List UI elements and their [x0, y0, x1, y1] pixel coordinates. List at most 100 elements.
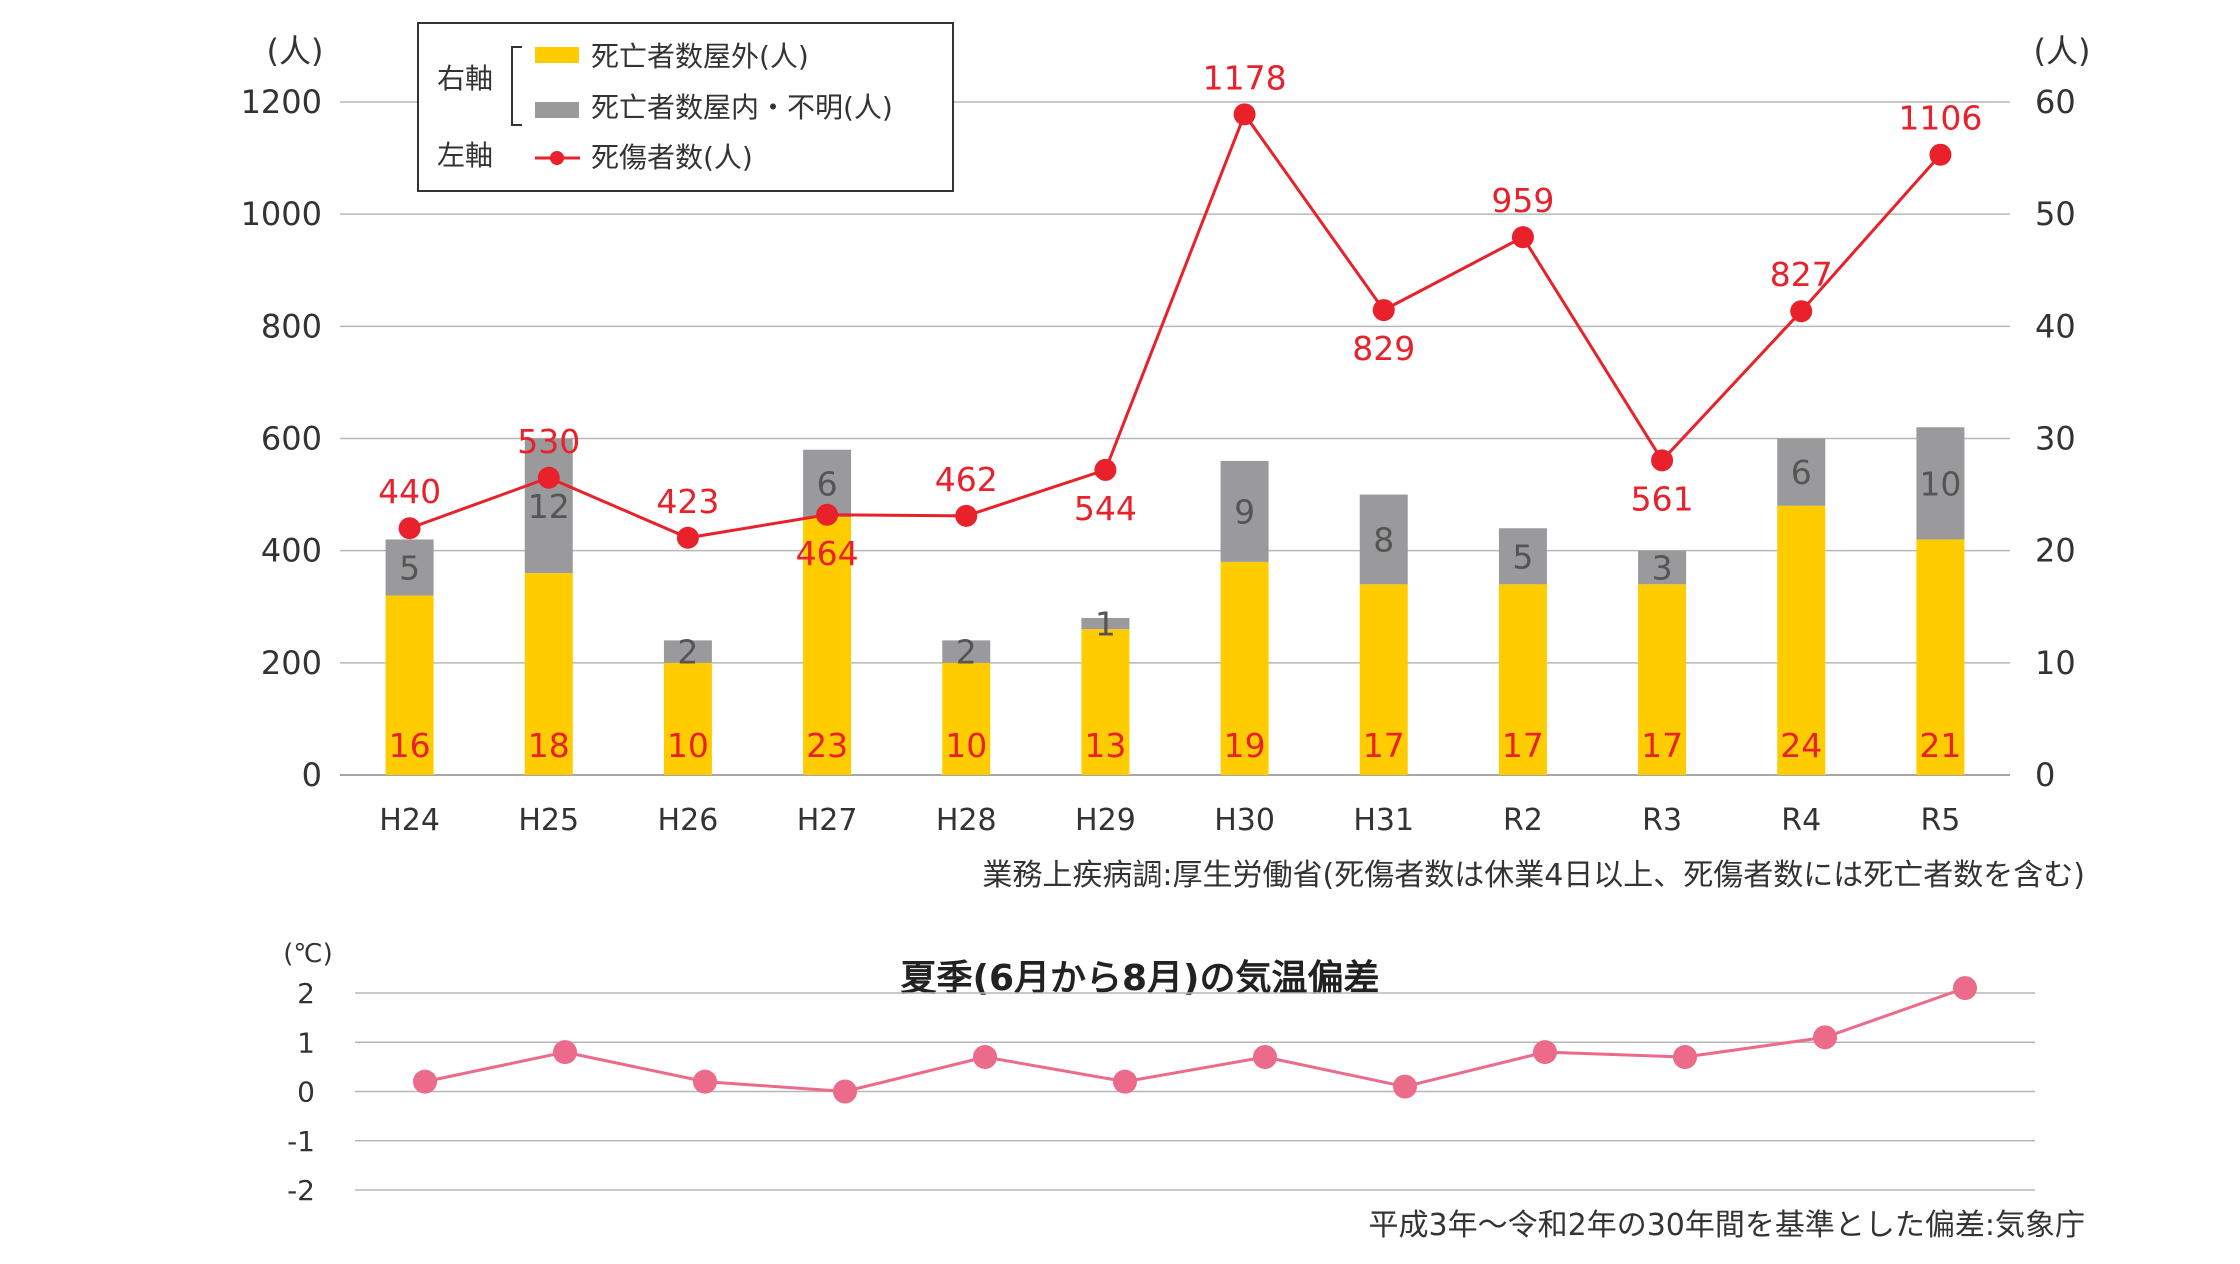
left-tick-label: 1000: [241, 195, 322, 233]
temperature-point: [413, 1069, 437, 1094]
x-tick-label: R3: [1642, 803, 1682, 838]
right-tick-label: 20: [2035, 532, 2076, 570]
bar-outdoor-deaths: [1081, 629, 1130, 775]
bar-outdoor-value-label: 23: [806, 726, 848, 765]
legend-text-indoor: 死亡者数屋内・不明(人): [591, 91, 893, 124]
x-tick-label: R4: [1781, 803, 1821, 838]
legend-bracket: [511, 46, 522, 126]
right-axis-unit: (人): [2034, 32, 2091, 70]
bar-outdoor-value-label: 13: [1084, 726, 1126, 765]
right-tick-label: 10: [2035, 644, 2076, 682]
legend-swatch-outdoor: [535, 47, 579, 63]
temperature-point: [833, 1079, 857, 1104]
casualties-point: [398, 517, 421, 540]
bar-indoor-unknown-deaths: [385, 539, 434, 596]
bar-indoor-unknown-deaths: [1220, 460, 1269, 562]
bar-outdoor-value-label: 19: [1224, 726, 1266, 765]
legend-left-axis-label: 左軸: [437, 139, 493, 172]
bar-outdoor-value-label: 17: [1641, 726, 1683, 765]
bar-outdoor-deaths: [1220, 561, 1269, 775]
legend-frame: [417, 22, 954, 192]
left-tick-label: 200: [261, 644, 322, 682]
x-tick-label: H28: [936, 803, 997, 838]
casualties-point: [1233, 103, 1256, 126]
bar-indoor-unknown-deaths: [1498, 528, 1547, 585]
bar-indoor-value-label: 5: [399, 548, 420, 587]
right-tick-label: 30: [2035, 420, 2076, 458]
bar-outdoor-value-label: 16: [389, 726, 431, 765]
source-note-temperature: 平成3年～令和2年の30年間を基準とした偏差:気象庁: [1369, 1208, 2085, 1243]
temperature-point: [1953, 976, 1977, 1001]
casualties-point: [1511, 226, 1534, 249]
casualties-value-label: 829: [1352, 329, 1415, 368]
casualties-point: [1372, 299, 1395, 322]
temperature-gridlines: [355, 992, 2035, 1191]
casualties-value-label: 544: [1074, 489, 1137, 528]
right-tick-label: 50: [2035, 195, 2076, 233]
casualties-point: [676, 526, 699, 549]
casualties-value-label: 1106: [1898, 99, 1982, 138]
bar-indoor-unknown-deaths: [663, 640, 712, 663]
temperature-tick-label: -2: [287, 1174, 315, 1207]
temperature-tick-label: 0: [297, 1076, 315, 1109]
x-tick-label: H24: [379, 803, 440, 838]
bar-indoor-value-label: 1: [1095, 605, 1116, 644]
casualties-line: [409, 111, 1942, 540]
legend-right-axis-label: 右軸: [437, 62, 493, 95]
left-tick-label: 800: [261, 307, 322, 345]
casualties-value-label: 462: [935, 460, 998, 499]
x-tick-label: H30: [1214, 803, 1275, 838]
bar-outdoor-deaths: [385, 595, 434, 775]
x-tick-label: H29: [1075, 803, 1136, 838]
legend-text-casualties: 死傷者数(人): [591, 141, 753, 174]
x-tick-label: H31: [1353, 803, 1414, 838]
casualties-point: [955, 504, 978, 527]
left-tick-label: 600: [261, 420, 322, 458]
bar-outdoor-deaths: [942, 662, 991, 775]
left-tick-label: 0: [302, 756, 322, 794]
x-tick-label: H26: [658, 803, 719, 838]
bar-outdoor-deaths: [1916, 539, 1965, 775]
bar-outdoor-value-label: 24: [1780, 726, 1822, 765]
left-axis-unit: (人): [267, 32, 324, 70]
casualties-value-label: 827: [1770, 255, 1833, 294]
bar-indoor-value-label: 12: [528, 487, 570, 526]
bar-indoor-unknown-deaths: [1359, 494, 1408, 585]
legend-swatch-indoor: [535, 102, 579, 118]
temperature-chart-title: 夏季(6月から8月)の気温偏差: [900, 958, 1379, 999]
temperature-point: [1533, 1040, 1557, 1065]
casualties-value-label: 959: [1491, 181, 1554, 220]
casualties-value-label: 423: [656, 482, 719, 521]
right-tick-label: 40: [2035, 307, 2076, 345]
bar-indoor-unknown-deaths: [942, 640, 991, 663]
bar-indoor-unknown-deaths: [524, 438, 573, 574]
bar-indoor-value-label: 10: [1919, 464, 1961, 503]
bar-indoor-value-label: 5: [1512, 537, 1533, 576]
casualties-point: [1929, 143, 1952, 166]
bar-outdoor-value-label: 17: [1363, 726, 1405, 765]
bar-outdoor-deaths: [663, 662, 712, 775]
bar-outdoor-value-label: 21: [1919, 726, 1961, 765]
temperature-point: [553, 1040, 577, 1065]
bar-indoor-value-label: 2: [677, 633, 698, 672]
bar-outdoor-value-label: 18: [528, 726, 570, 765]
bar-indoor-value-label: 6: [1791, 453, 1812, 492]
legend-text-outdoor: 死亡者数屋外(人): [591, 40, 809, 73]
bar-outdoor-value-label: 17: [1502, 726, 1544, 765]
bar-outdoor-deaths: [1638, 584, 1687, 775]
bar-outdoor-deaths: [1359, 584, 1408, 775]
casualties-value-label: 561: [1631, 479, 1694, 518]
temperature-point: [1393, 1074, 1417, 1099]
bar-indoor-unknown-deaths: [1916, 427, 1965, 540]
source-note-casualties: 業務上疾病調:厚生労働省(死傷者数は休業4日以上、死傷者数には死亡者数を含む): [982, 858, 2085, 893]
bar-indoor-value-label: 8: [1373, 520, 1394, 559]
bar-indoor-value-label: 6: [817, 464, 838, 503]
bar-indoor-unknown-deaths: [1081, 617, 1130, 630]
temperature-point: [1113, 1069, 1137, 1094]
casualties-point: [1094, 458, 1117, 481]
temperature-tick-label: 2: [297, 977, 315, 1010]
casualties-value-label: 464: [796, 534, 859, 573]
